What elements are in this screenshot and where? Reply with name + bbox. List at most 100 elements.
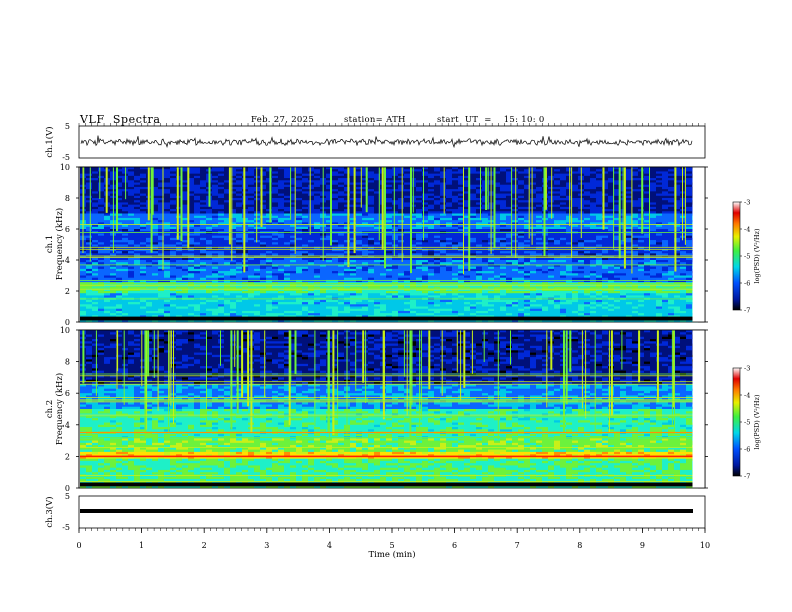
spectrogram-cell [296, 169, 302, 172]
spectrogram-cell [134, 206, 140, 210]
spectrogram-cell [494, 167, 500, 170]
spectrogram-cell [86, 262, 92, 265]
spectrogram-cell [92, 235, 98, 239]
spectrogram-cell [506, 193, 512, 197]
spectrogram-cell [98, 266, 104, 270]
spectrogram-cell [212, 251, 218, 254]
spectrogram-cell [560, 169, 566, 172]
spectrogram-cell [314, 180, 320, 183]
spectrogram-cell [632, 171, 638, 175]
spectrogram-cell [458, 167, 464, 170]
spectrogram-cell [440, 220, 446, 223]
spectrogram-cell [608, 251, 614, 254]
spectrogram-cell [566, 167, 572, 170]
spectrogram-cell [434, 186, 440, 190]
spectrogram-cell [500, 211, 506, 214]
spectrogram-cell [506, 173, 512, 177]
spectrogram-cell [608, 266, 614, 270]
spectrogram-cell [134, 202, 140, 206]
spectrogram-cell [536, 191, 542, 194]
spectrogram-cell [458, 193, 464, 197]
spectrogram-cell [284, 193, 290, 197]
spectrogram-cell [92, 204, 98, 208]
spectrogram-cell [638, 240, 644, 243]
spectrogram-cell [110, 266, 116, 270]
spectrogram-cell [302, 175, 308, 179]
spectrogram-cell [632, 189, 638, 192]
spectrogram-cell [434, 178, 440, 181]
spectrogram-cell [326, 200, 332, 203]
spectrogram-cell [398, 173, 404, 177]
spectrogram-cell [518, 204, 524, 208]
spectrogram-cell [554, 235, 560, 239]
spectrogram-cell [122, 206, 128, 210]
spectrogram-cell [296, 262, 302, 265]
spectrogram-cell [290, 182, 296, 186]
spectrogram-cell [224, 195, 230, 199]
spectrogram-cell [566, 180, 572, 183]
spectrogram-cell [554, 262, 560, 265]
spectrogram-cell [626, 182, 632, 186]
spectrogram-cell [230, 184, 236, 188]
spectrogram-cell [350, 202, 356, 206]
spectrogram-cell [494, 182, 500, 186]
spectrogram-cell [482, 224, 488, 228]
spectrogram-cell [272, 251, 278, 254]
spectrogram-cell [596, 206, 602, 210]
spectrogram-cell [344, 182, 350, 186]
spectrogram-cell [326, 189, 332, 192]
spectrogram-cell [644, 266, 650, 270]
spectrogram-cell [302, 202, 308, 206]
spectrogram-cell [602, 235, 608, 239]
spectrogram-cell [422, 198, 428, 201]
spectrogram-cell [434, 206, 440, 210]
spectrogram-cell [248, 251, 254, 254]
spectrogram-cell [512, 180, 518, 183]
spectrogram-cell [194, 215, 200, 219]
spectrogram-cell [536, 240, 542, 243]
spectrogram-cell [518, 211, 524, 214]
spectrogram-cell [590, 235, 596, 239]
spectrogram-cell [614, 262, 620, 265]
spectrogram-cell [650, 167, 656, 170]
spectrogram-cell [236, 235, 242, 239]
spectrogram-cell [356, 184, 362, 188]
spectrogram-cell [572, 167, 578, 170]
spectrogram-cell [422, 224, 428, 228]
spectrogram-cell [674, 169, 680, 172]
spectrogram-cell [170, 251, 176, 254]
spectrogram-cell [92, 209, 98, 212]
spectrogram-cell [506, 169, 512, 172]
spectrogram-cell [362, 186, 368, 190]
spectrogram-cell [248, 175, 254, 179]
spectrogram-cell [416, 204, 422, 208]
spectrogram-cell [656, 169, 662, 172]
spectrogram-cell [416, 235, 422, 239]
spectrogram-cell [128, 178, 134, 181]
spectrogram-cell [368, 193, 374, 197]
spectrogram-cell [566, 184, 572, 188]
spectrogram-cell [524, 191, 530, 194]
spectrogram-cell [332, 262, 338, 265]
spectrogram-cell [116, 173, 122, 177]
spectrogram-cell [482, 178, 488, 181]
spectrogram-cell [248, 180, 254, 183]
spectrogram-cell [644, 175, 650, 179]
spectrogram-cell [104, 220, 110, 223]
spectrogram-cell [296, 182, 302, 186]
spectrogram-cell [386, 175, 392, 179]
spectrogram-cell [284, 204, 290, 208]
spectrogram-cell [632, 193, 638, 197]
spectrogram-cell [374, 173, 380, 177]
spectrogram-cell [446, 178, 452, 181]
spectrogram-cell [530, 235, 536, 239]
spectrogram-cell [638, 204, 644, 208]
spectrogram-cell [272, 220, 278, 223]
spectrogram-cell [440, 191, 446, 194]
spectrogram-cell [464, 171, 470, 175]
spectrogram-cell [188, 167, 194, 170]
spectrogram-cell [290, 169, 296, 172]
spectrogram-cell [530, 240, 536, 243]
spectrogram-cell [260, 182, 266, 186]
spectrogram-cell [614, 271, 620, 274]
